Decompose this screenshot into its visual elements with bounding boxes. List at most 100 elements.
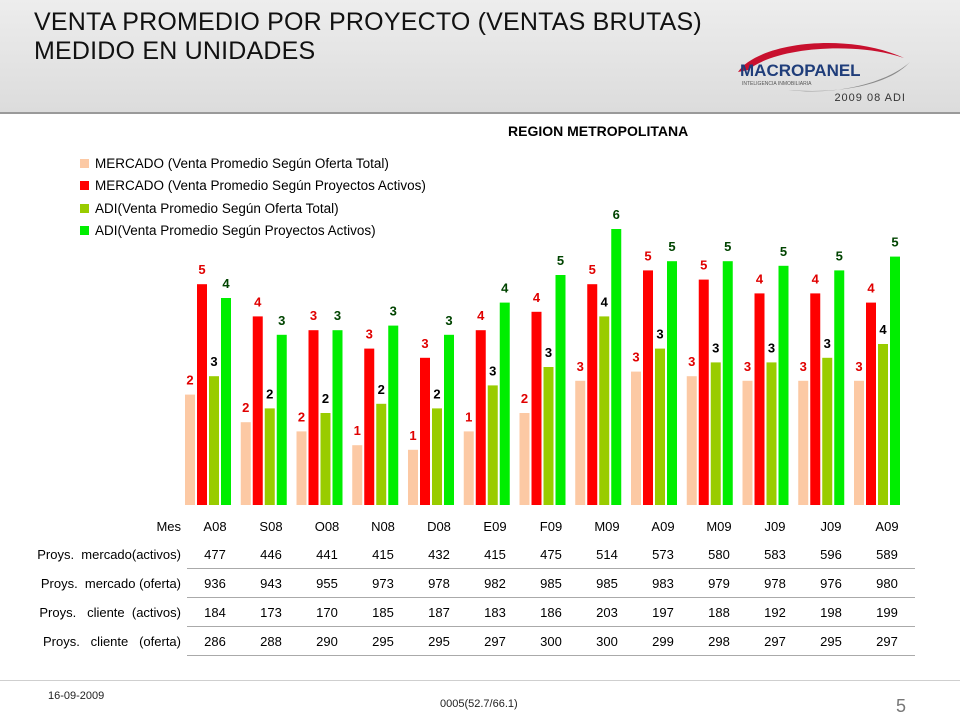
legend-item-adi-oferta: ADI(Venta Promedio Según Oferta Total) <box>80 197 426 220</box>
bar-adi-activos-2 <box>332 330 343 505</box>
title-line-2: MEDIDO EN UNIDADES <box>34 37 316 65</box>
data-label-adi-oferta-12: 4 <box>879 322 887 337</box>
data-label-mercado-activos-0: 5 <box>198 262 205 277</box>
table-cell: 170 <box>299 597 355 627</box>
bar-adi-activos-12 <box>890 256 900 505</box>
data-label-mercado-oferta-3: 1 <box>354 423 361 438</box>
month-header: M09 <box>706 518 732 534</box>
data-label-adi-oferta-9: 3 <box>712 340 719 355</box>
table-cell: 199 <box>859 597 915 627</box>
bar-adi-oferta-12 <box>878 344 888 505</box>
table-cell: 446 <box>243 540 299 569</box>
data-label-mercado-oferta-11: 3 <box>800 359 807 374</box>
data-label-mercado-oferta-10: 3 <box>744 359 751 374</box>
table-cell: 188 <box>691 597 747 627</box>
month-header: D08 <box>427 518 451 534</box>
table-cell: 186 <box>523 597 579 627</box>
table-cell: 299 <box>635 626 691 656</box>
data-label-adi-oferta-1: 2 <box>266 386 273 401</box>
data-label-adi-activos-7: 6 <box>613 207 620 222</box>
data-label-adi-activos-1: 3 <box>278 313 285 328</box>
bar-adi-activos-3 <box>388 325 399 505</box>
data-label-adi-oferta-2: 2 <box>322 391 329 406</box>
data-label-adi-activos-6: 5 <box>557 253 564 268</box>
table-cell: 297 <box>747 626 803 656</box>
table-cell: 973 <box>355 568 411 598</box>
bar-adi-activos-0 <box>221 298 231 505</box>
bar-adi-oferta-7 <box>599 316 610 505</box>
logo-text: MACROPANEL <box>740 61 861 80</box>
data-label-mercado-activos-11: 4 <box>812 271 820 286</box>
data-label-adi-activos-2: 3 <box>334 308 341 323</box>
data-label-adi-activos-10: 5 <box>780 244 787 259</box>
bar-mercado-activos-9 <box>698 279 709 505</box>
bar-adi-oferta-2 <box>320 413 331 505</box>
table-cell: 985 <box>579 568 635 598</box>
bar-mercado-oferta-12 <box>854 380 864 505</box>
table-cell: 936 <box>187 568 243 598</box>
footer-divider <box>0 680 960 681</box>
table-cell: 943 <box>243 568 299 598</box>
data-label-mercado-oferta-9: 3 <box>688 354 695 369</box>
bar-adi-activos-7 <box>611 229 622 505</box>
table-cell: 300 <box>523 626 579 656</box>
table-cell: 286 <box>187 626 243 656</box>
data-label-mercado-oferta-12: 3 <box>855 359 862 374</box>
page-number: 5 <box>896 696 907 716</box>
data-label-mercado-oferta-7: 3 <box>577 359 584 374</box>
bar-mercado-activos-3 <box>364 348 375 505</box>
data-label-mercado-activos-2: 3 <box>310 308 317 323</box>
table-cell: 295 <box>355 626 411 656</box>
data-label-adi-activos-12: 5 <box>891 235 898 250</box>
bar-mercado-activos-0 <box>197 284 207 505</box>
title-line-1: VENTA PROMEDIO POR PROYECTO (VENTAS BRUT… <box>34 8 702 36</box>
data-label-mercado-activos-1: 4 <box>254 294 262 309</box>
table-cell: 288 <box>243 626 299 656</box>
bar-adi-activos-4 <box>444 334 454 505</box>
data-label-mercado-oferta-4: 1 <box>409 428 416 443</box>
data-label-mercado-activos-4: 3 <box>421 336 428 351</box>
row-label: Proys. cliente (oferta) <box>43 633 181 649</box>
month-header: A08 <box>203 518 227 534</box>
table-row: Proys. mercado(activos) 477 446 441 415 … <box>16 540 915 569</box>
bar-mercado-oferta-4 <box>408 449 418 505</box>
table-cell: 203 <box>579 597 635 627</box>
legend-label: MERCADO (Venta Promedio Según Proyectos … <box>95 178 426 194</box>
footer-date: 16-09-2009 <box>48 690 105 702</box>
data-label-adi-activos-11: 5 <box>836 248 843 263</box>
month-header: M09 <box>594 518 620 534</box>
bar-adi-oferta-5 <box>487 385 498 505</box>
table-row: Proys. cliente (activos) 184 173 170 185… <box>16 597 915 627</box>
version-label: 2009 08 ADI <box>834 92 906 104</box>
bar-mercado-activos-5 <box>475 330 486 505</box>
data-table: Mes A08 S08 O08 N08 D08 E09 F09 M09 A09 … <box>16 512 915 656</box>
data-label-mercado-oferta-5: 1 <box>465 409 472 424</box>
data-label-adi-activos-4: 3 <box>445 313 452 328</box>
bar-adi-activos-10 <box>778 265 789 505</box>
data-label-adi-oferta-6: 3 <box>545 345 552 360</box>
table-cell: 184 <box>187 597 243 627</box>
bar-mercado-activos-10 <box>754 293 765 505</box>
bar-mercado-oferta-6 <box>519 413 530 505</box>
table-cell: 441 <box>299 540 355 569</box>
table-cell: 290 <box>299 626 355 656</box>
table-cell: 185 <box>355 597 411 627</box>
bar-mercado-activos-11 <box>810 293 821 505</box>
bar-mercado-activos-7 <box>587 284 598 505</box>
bar-adi-oferta-6 <box>543 367 554 505</box>
data-label-mercado-activos-9: 5 <box>700 258 707 273</box>
data-label-adi-oferta-8: 3 <box>656 327 663 342</box>
data-label-adi-oferta-7: 4 <box>601 294 609 309</box>
table-cell: 295 <box>411 626 467 656</box>
bar-mercado-oferta-1 <box>240 422 251 505</box>
legend-item-adi-activos: ADI(Venta Promedio Según Proyectos Activ… <box>80 220 426 243</box>
table-header-label: Mes <box>156 518 181 534</box>
data-label-mercado-oferta-0: 2 <box>186 373 193 388</box>
bar-adi-oferta-11 <box>822 357 833 505</box>
table-cell: 198 <box>803 597 859 627</box>
data-label-mercado-activos-5: 4 <box>477 308 485 323</box>
table-cell: 300 <box>579 626 635 656</box>
data-label-adi-activos-9: 5 <box>724 239 731 254</box>
row-label: Proys. mercado(activos) <box>37 546 181 562</box>
table-header-row: Mes A08 S08 O08 N08 D08 E09 F09 M09 A09 … <box>16 512 915 540</box>
